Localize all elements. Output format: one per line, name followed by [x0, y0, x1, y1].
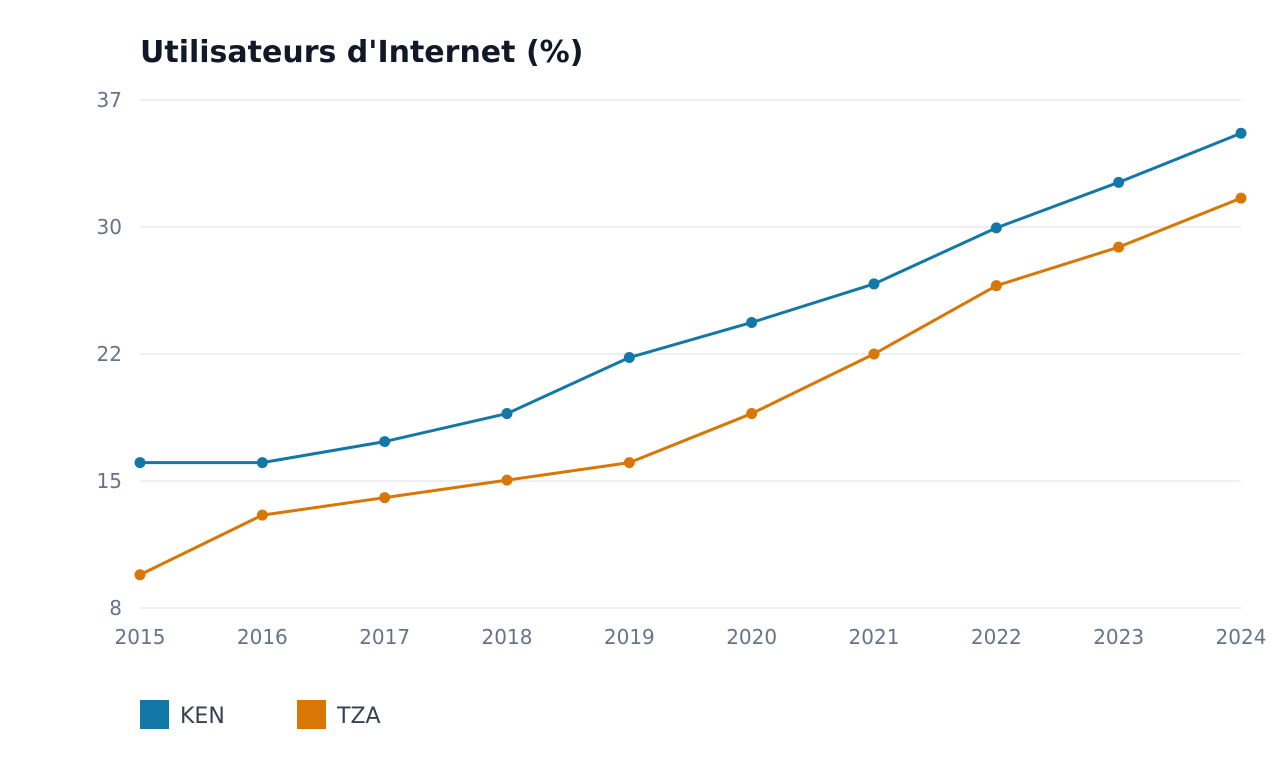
- series-line: [138, 196, 1243, 577]
- series-lines: [134, 127, 1247, 581]
- series-tza: [134, 192, 1247, 581]
- x-tick-label: 2021: [849, 625, 900, 649]
- x-tick-label: 2022: [971, 625, 1022, 649]
- x-tick-label: 2018: [482, 625, 533, 649]
- chart-title: Utilisateurs d'Internet (%): [140, 35, 583, 70]
- data-point: [868, 348, 880, 360]
- data-point: [746, 408, 758, 420]
- data-point: [746, 316, 758, 328]
- legend-item-ken: KEN: [140, 700, 225, 729]
- gridlines: [140, 99, 1241, 609]
- data-point: [134, 457, 146, 469]
- data-point: [501, 408, 513, 420]
- y-tick-label: 8: [109, 596, 122, 620]
- x-tick-label: 2023: [1093, 625, 1144, 649]
- series-line: [138, 131, 1243, 465]
- data-point: [379, 492, 391, 504]
- x-axis-tick-labels: 2015 2016 2017 2018 2019 2020 2021 2022 2023 2024: [115, 625, 1267, 649]
- data-point: [379, 436, 391, 448]
- data-point: [623, 457, 635, 469]
- data-point: [990, 280, 1002, 292]
- y-tick-label: 22: [97, 342, 122, 366]
- x-tick-label: 2016: [237, 625, 288, 649]
- legend: KEN TZA: [140, 700, 381, 729]
- data-point: [501, 474, 513, 486]
- data-point: [868, 278, 880, 290]
- data-point: [623, 352, 635, 364]
- data-point: [990, 222, 1002, 234]
- x-tick-label: 2020: [726, 625, 777, 649]
- x-tick-label: 2017: [359, 625, 410, 649]
- data-point: [1235, 127, 1247, 139]
- data-point: [1113, 176, 1125, 188]
- x-tick-label: 2015: [115, 625, 166, 649]
- y-tick-label: 37: [97, 88, 122, 112]
- data-point: [256, 509, 268, 521]
- y-tick-label: 15: [97, 469, 122, 493]
- data-point: [1235, 192, 1247, 204]
- x-tick-label: 2024: [1216, 625, 1267, 649]
- x-tick-label: 2019: [604, 625, 655, 649]
- data-point: [134, 569, 146, 581]
- legend-swatch: [297, 700, 326, 729]
- data-point: [1113, 241, 1125, 253]
- data-point: [256, 457, 268, 469]
- series-ken: [134, 127, 1247, 469]
- y-tick-label: 30: [97, 215, 122, 239]
- legend-label: TZA: [336, 704, 381, 729]
- legend-item-tza: TZA: [297, 700, 381, 729]
- legend-swatch: [140, 700, 169, 729]
- y-axis-tick-labels: 37 30 22 15 8: [97, 88, 122, 620]
- legend-label: KEN: [180, 704, 225, 729]
